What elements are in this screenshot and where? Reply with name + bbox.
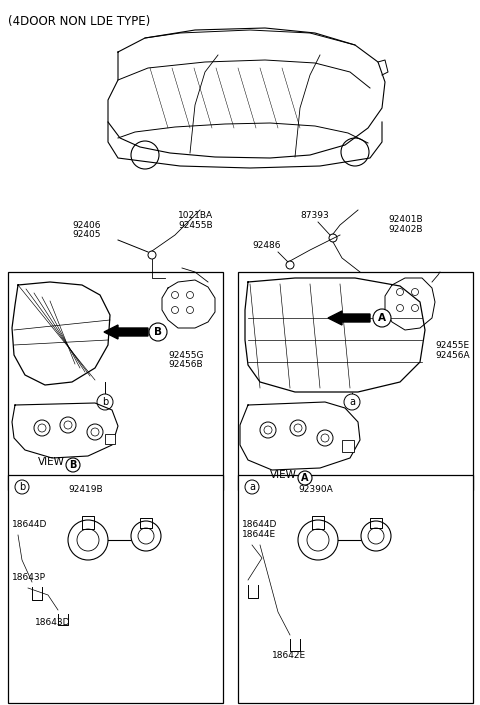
Text: 92455G: 92455G [168, 351, 204, 360]
Text: 92402B: 92402B [388, 225, 422, 234]
Circle shape [368, 528, 384, 544]
Circle shape [60, 417, 76, 433]
Text: 87393: 87393 [300, 211, 329, 220]
Circle shape [290, 634, 300, 644]
Circle shape [247, 579, 259, 591]
Text: a: a [349, 397, 355, 407]
Circle shape [290, 420, 306, 436]
Circle shape [87, 424, 103, 440]
Circle shape [68, 520, 108, 560]
Circle shape [298, 520, 338, 560]
Circle shape [187, 307, 193, 314]
FancyBboxPatch shape [238, 475, 473, 703]
Circle shape [171, 307, 179, 314]
FancyArrow shape [104, 325, 148, 339]
Text: B: B [69, 460, 77, 470]
Circle shape [66, 458, 80, 472]
FancyBboxPatch shape [8, 475, 223, 703]
Bar [342, 440, 354, 452]
Text: 92405: 92405 [72, 230, 100, 239]
Circle shape [58, 609, 68, 619]
Text: a: a [249, 482, 255, 492]
FancyBboxPatch shape [238, 272, 473, 490]
Circle shape [15, 480, 29, 494]
Text: 18642E: 18642E [272, 651, 306, 660]
Polygon shape [12, 282, 110, 385]
Circle shape [31, 581, 43, 593]
Circle shape [97, 394, 113, 410]
Polygon shape [162, 280, 215, 328]
Text: VIEW: VIEW [38, 457, 65, 467]
Circle shape [411, 305, 419, 312]
Text: 92456A: 92456A [435, 351, 469, 360]
Text: b: b [19, 482, 25, 492]
Text: 92486: 92486 [252, 241, 280, 250]
Bar [105, 434, 115, 444]
Circle shape [260, 422, 276, 438]
Text: 92406: 92406 [72, 221, 100, 230]
Circle shape [307, 529, 329, 551]
Circle shape [373, 309, 391, 327]
Circle shape [131, 521, 161, 551]
FancyBboxPatch shape [8, 272, 223, 490]
Circle shape [34, 420, 50, 436]
Text: 92455E: 92455E [435, 341, 469, 350]
Circle shape [298, 471, 312, 485]
Text: 18643D: 18643D [35, 618, 71, 627]
Text: A: A [378, 313, 386, 323]
Text: (4DOOR NON LDE TYPE): (4DOOR NON LDE TYPE) [8, 15, 150, 28]
Polygon shape [245, 278, 425, 392]
Text: B: B [154, 327, 162, 337]
Text: 18644D: 18644D [12, 520, 48, 529]
Circle shape [187, 291, 193, 298]
Polygon shape [240, 402, 360, 470]
Circle shape [361, 521, 391, 551]
Polygon shape [385, 278, 435, 330]
Text: 92455B: 92455B [178, 221, 213, 230]
Text: 92419B: 92419B [68, 485, 103, 494]
Text: 92401B: 92401B [388, 215, 422, 224]
Text: VIEW: VIEW [270, 470, 297, 480]
Circle shape [411, 288, 419, 295]
Text: A: A [301, 473, 309, 483]
Polygon shape [12, 403, 118, 458]
Text: b: b [102, 397, 108, 407]
Circle shape [138, 528, 154, 544]
Circle shape [245, 480, 259, 494]
Text: 18643P: 18643P [12, 573, 46, 582]
Text: 1021BA: 1021BA [178, 211, 213, 220]
Text: 92456B: 92456B [168, 360, 203, 369]
Text: 92390A: 92390A [298, 485, 333, 494]
Circle shape [171, 291, 179, 298]
Text: 18644E: 18644E [242, 530, 276, 539]
Circle shape [149, 323, 167, 341]
Text: 18644D: 18644D [242, 520, 277, 529]
Circle shape [396, 288, 404, 295]
Circle shape [344, 394, 360, 410]
Circle shape [317, 430, 333, 446]
Circle shape [77, 529, 99, 551]
FancyArrow shape [328, 311, 370, 325]
Circle shape [396, 305, 404, 312]
